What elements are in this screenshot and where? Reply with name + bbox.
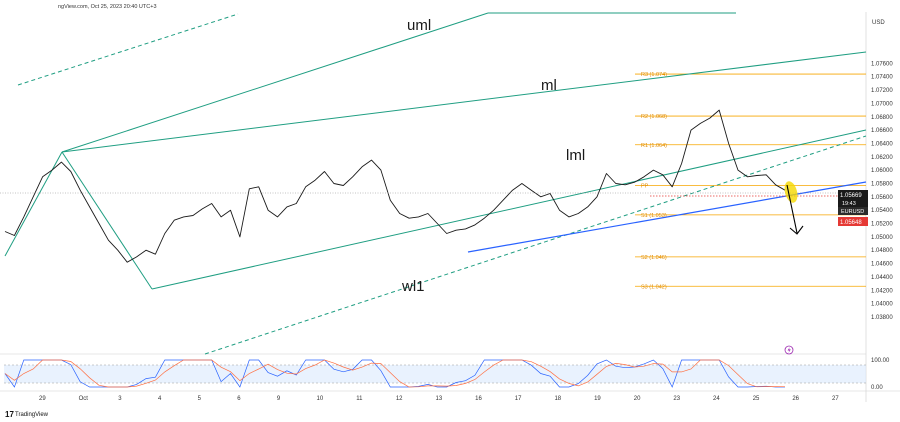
countdown-tag [838,199,868,207]
symbol-tag [838,207,868,215]
price-axis-ticks: 1.07600 1.07400 1.07200 1.07000 1.06800 1.066… [871,61,893,321]
x-tick-label: 19 [594,396,601,402]
lightning-icon[interactable] [784,345,794,355]
pivot-level-label: R3 (1.074) [641,72,667,78]
x-tick-label: 5 [198,396,202,402]
pivot-level-label: PP [641,183,649,189]
x-tick-label: 29 [39,396,46,402]
label-wl1: wl1 [401,278,425,295]
y-tick-label: 1.07000 [871,101,893,107]
prev-close-tag [838,217,868,226]
y-tick-label: 1.05400 [871,208,893,214]
time-axis-ticks: 29 Oct 3 4 5 6 9 10 11 12 13 16 17 18 19 20 23 24 25 26 27 [39,396,839,402]
y-tick-label: 1.04600 [871,262,893,268]
currency-label: USD [872,20,885,26]
warning-line-wl1[interactable] [204,135,867,355]
current-price-tag [838,190,868,199]
y-tick-label: 1.07200 [871,88,893,94]
symbol-text: EURUSD [841,209,864,215]
y-tick-label: 1.03800 [871,315,893,321]
pivot-level-label: R2 (1.068) [641,114,667,120]
oscillator-band [4,365,866,383]
x-tick-label: 23 [673,396,680,402]
lower-median-line-lml[interactable] [151,129,867,290]
osc-tick-100: 100.00 [871,358,890,364]
highlight-ellipse[interactable] [782,180,799,204]
lower-channel-lower[interactable] [4,151,63,257]
current-price-text: 1.05669 [840,193,862,199]
uptrend-line[interactable] [467,181,867,253]
x-tick-label: 24 [713,396,720,402]
x-tick-label: 25 [753,396,760,402]
oscillator-d-line [4,359,786,388]
tradingview-logo-text: TradingView [15,412,49,418]
y-tick-label: 1.05800 [871,181,893,187]
y-tick-label: 1.06600 [871,128,893,134]
y-tick-label: 1.05600 [871,195,893,201]
y-tick-label: 1.04000 [871,302,893,308]
pivot-level-label: S1 (1.053) [641,213,667,219]
y-tick-label: 1.06400 [871,141,893,147]
y-tick-label: 1.06200 [871,155,893,161]
x-tick-label: 13 [436,396,443,402]
pivot-level-label: S2 (1.046) [641,255,667,261]
countdown-text: 19:43 [842,201,856,207]
x-tick-label: 6 [237,396,241,402]
median-line-ml[interactable] [61,51,867,153]
x-tick-label: 12 [396,396,403,402]
x-tick-label: 16 [475,396,482,402]
x-tick-label: 9 [277,396,281,402]
tradingview-logo-icon: 17 [5,410,14,419]
osc-tick-0: 0.00 [871,385,883,391]
down-arrow[interactable] [786,184,804,235]
x-tick-label: 4 [158,396,162,402]
x-tick-label: 18 [554,396,561,402]
chart-header: ngView.com, Oct 25, 2023 20:40 UTC+3 [58,4,157,10]
pitchfork-handle-1[interactable] [61,151,153,290]
x-tick-label: 10 [317,396,324,402]
y-tick-label: 1.05000 [871,235,893,241]
y-tick-label: 1.06000 [871,168,893,174]
y-tick-label: 1.04200 [871,288,893,294]
pivot-levels: R3 (1.074) R2 (1.068) R1 (1.064) PP S1 (1.05… [635,72,866,290]
x-tick-label: 11 [356,396,363,402]
dashed-top-line[interactable] [17,13,239,86]
x-tick-label: 20 [634,396,641,402]
y-tick-label: 1.06800 [871,115,893,121]
y-tick-label: 1.04800 [871,248,893,254]
pitchfork-channel[interactable] [4,12,867,355]
pivot-level-label: R1 (1.064) [641,143,667,149]
x-tick-label: 27 [832,396,839,402]
lightning-bolt [787,347,791,353]
price-series [4,109,786,263]
y-tick-label: 1.04400 [871,275,893,281]
x-tick-label: Oct [79,396,89,402]
label-uml: uml [407,17,431,34]
label-lml: lml [566,147,585,164]
upper-median-line-uml[interactable] [61,12,489,153]
x-tick-label: 3 [118,396,122,402]
oscillator-k-line [4,359,785,388]
tradingview-logo[interactable]: 17 TradingView [5,410,49,419]
prev-close-text: 1.05648 [840,220,862,226]
label-ml: ml [541,77,557,94]
x-tick-label: 26 [792,396,799,402]
y-tick-label: 1.07400 [871,75,893,81]
pivot-level-label: S3 (1.042) [641,284,667,290]
y-tick-label: 1.07600 [871,61,893,67]
y-tick-label: 1.05200 [871,222,893,228]
x-tick-label: 17 [515,396,522,402]
